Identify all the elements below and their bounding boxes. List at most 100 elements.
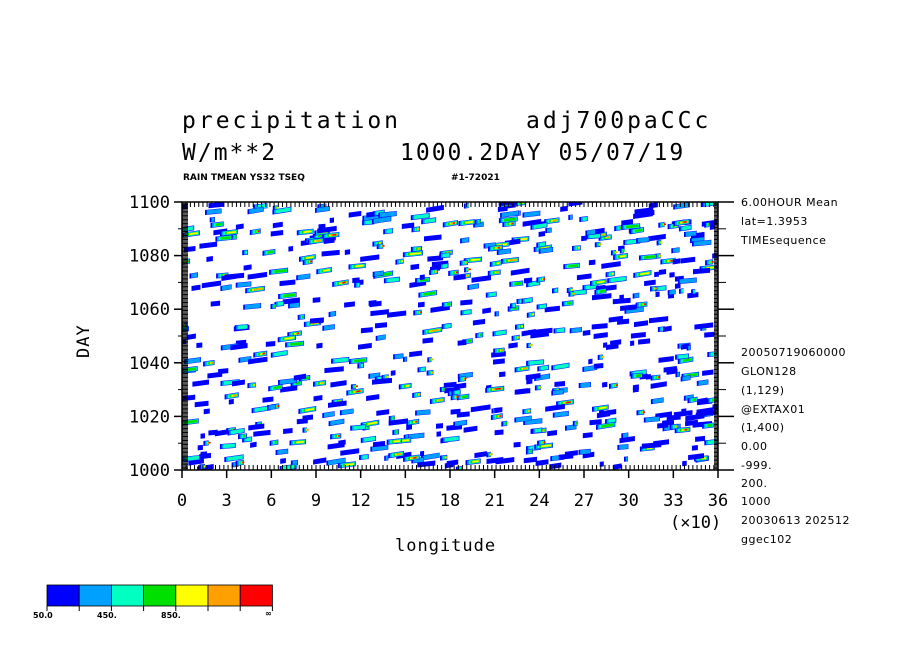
precip-cell	[634, 228, 643, 233]
precip-cell	[424, 218, 436, 224]
precip-cell	[330, 311, 336, 317]
precip-cell	[635, 211, 642, 218]
precip-cell	[554, 381, 566, 387]
precip-cell	[344, 249, 351, 255]
precip-cell	[571, 288, 574, 291]
x-tick-label: 24	[529, 491, 549, 511]
precip-cell	[293, 373, 306, 381]
precip-cell	[681, 288, 684, 293]
precip-cell	[669, 272, 675, 278]
precip-cell	[682, 460, 687, 467]
precip-cell	[555, 288, 558, 293]
precip-cell	[493, 358, 505, 365]
precip-cell	[599, 289, 605, 293]
precip-cell	[364, 436, 375, 442]
precip-cell	[619, 254, 626, 258]
precip-cell	[223, 443, 235, 449]
precip-cell	[564, 450, 578, 457]
precip-cell	[638, 338, 651, 345]
precip-cell	[511, 222, 514, 225]
precip-cell	[277, 301, 284, 306]
precip-cell	[232, 379, 245, 387]
precip-cell	[358, 342, 372, 350]
precip-cell	[658, 286, 666, 291]
precip-cell	[420, 367, 425, 372]
precip-cell	[681, 256, 696, 264]
precip-cell	[543, 278, 546, 280]
precip-cell	[532, 327, 553, 336]
precip-cell	[587, 229, 596, 235]
precip-cell	[420, 311, 423, 314]
precip-cell	[523, 456, 538, 464]
precip-cell	[414, 213, 429, 220]
precip-cell	[455, 390, 460, 395]
precip-cell	[547, 430, 558, 437]
experiment-name: adj700paCCc	[526, 108, 712, 134]
precip-cell	[392, 416, 395, 420]
precip-cell	[208, 429, 218, 436]
precip-cell	[570, 214, 573, 220]
precip-cell	[402, 439, 410, 442]
precip-cell	[514, 281, 522, 286]
units-label: W/m**2	[182, 140, 278, 166]
precip-cell	[596, 280, 605, 284]
precip-cell	[456, 395, 459, 398]
precip-cell	[679, 277, 697, 284]
precip-cell	[328, 458, 346, 466]
precip-cell	[675, 283, 681, 289]
precip-cell	[352, 277, 360, 284]
precip-cell	[234, 235, 237, 239]
precip-cell	[342, 281, 346, 284]
precip-cell	[445, 436, 459, 442]
precip-cell	[675, 425, 678, 428]
colorbar-swatch	[207, 584, 241, 607]
precip-cell	[274, 440, 277, 444]
precip-cell	[489, 292, 496, 297]
precip-cell	[422, 453, 440, 460]
precip-cell	[262, 396, 274, 403]
precip-cell	[324, 411, 335, 418]
precip-cell	[316, 342, 323, 349]
precip-cell	[380, 211, 397, 218]
precip-cell	[693, 267, 711, 275]
precip-cell	[495, 457, 515, 465]
precip-cell	[370, 309, 389, 317]
precip-cell	[231, 428, 244, 435]
precip-cell	[470, 404, 491, 413]
info-line: GLON128	[741, 365, 797, 378]
precip-cell	[698, 379, 708, 386]
precip-cell	[288, 246, 294, 252]
precip-cell	[235, 223, 244, 230]
precip-cell	[387, 277, 399, 283]
precip-cell	[228, 398, 234, 405]
precip-cell	[245, 250, 248, 255]
info-line: 200.	[741, 477, 768, 490]
precip-cell	[305, 407, 315, 412]
precip-cell	[243, 264, 252, 271]
precip-cell	[210, 361, 213, 364]
precip-cell	[684, 428, 688, 431]
precip-cell	[353, 425, 365, 430]
precip-cell	[593, 332, 608, 340]
precip-cell	[289, 302, 300, 308]
precip-cell	[305, 256, 314, 260]
precip-cell	[702, 369, 714, 376]
precip-cell	[602, 356, 605, 358]
precip-cell	[693, 240, 711, 246]
precip-cell	[185, 357, 201, 364]
precip-cell	[494, 407, 503, 413]
precip-cell	[498, 248, 511, 255]
precip-cell	[274, 351, 287, 357]
precip-cell	[662, 419, 674, 426]
precip-cell	[354, 358, 366, 363]
precip-cell	[208, 441, 211, 444]
precip-cell	[442, 387, 445, 391]
precip-cell	[654, 271, 659, 278]
precip-cell	[206, 256, 213, 262]
precip-cell	[650, 381, 667, 389]
precip-cell	[211, 217, 215, 222]
y-tick-label: 1100	[129, 193, 170, 213]
precip-cell	[416, 409, 430, 416]
precip-cell	[396, 452, 402, 456]
y-tick-label: 1020	[129, 407, 170, 427]
